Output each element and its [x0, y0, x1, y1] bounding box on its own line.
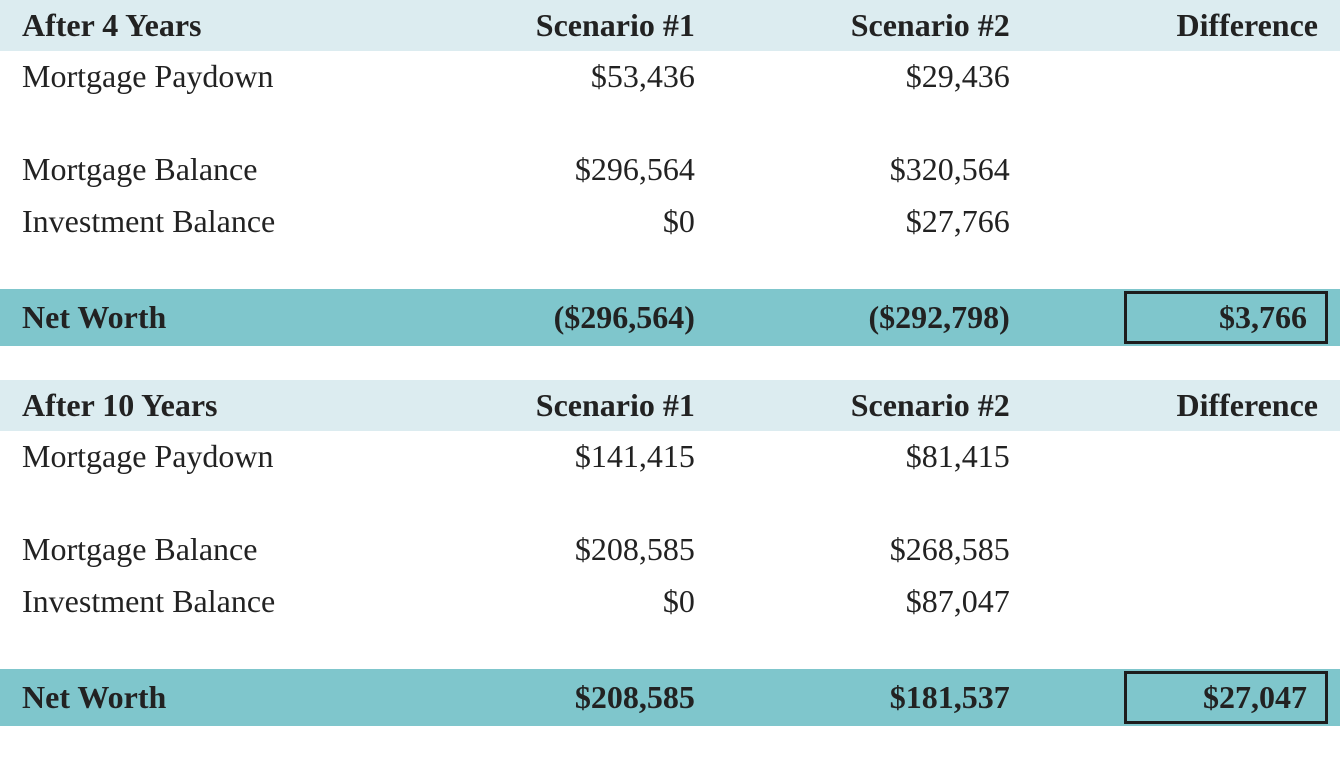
cell-scenario-1: $208,585	[402, 524, 717, 575]
cell-difference: $3,766	[1032, 289, 1340, 346]
cell-difference	[1032, 576, 1340, 627]
row-mortgage-paydown: Mortgage Paydown $53,436 $29,436	[0, 51, 1340, 102]
row-investment-balance: Investment Balance $0 $87,047	[0, 576, 1340, 627]
row-label: Net Worth	[0, 289, 402, 346]
cell-difference: $27,047	[1032, 669, 1340, 726]
cell-difference	[1032, 144, 1340, 195]
row-label: Mortgage Balance	[0, 144, 402, 195]
cell-scenario-1: $296,564	[402, 144, 717, 195]
cell-difference	[1032, 196, 1340, 247]
section-gap	[0, 346, 1340, 380]
row-label: Mortgage Paydown	[0, 431, 402, 482]
comparison-table-10-years: After 10 Years Scenario #1 Scenario #2 D…	[0, 380, 1340, 726]
table-header-row: After 10 Years Scenario #1 Scenario #2 D…	[0, 380, 1340, 431]
table-header-row: After 4 Years Scenario #1 Scenario #2 Di…	[0, 0, 1340, 51]
cell-scenario-2: $181,537	[717, 669, 1032, 726]
cell-scenario-1: $0	[402, 196, 717, 247]
cell-difference	[1032, 524, 1340, 575]
cell-scenario-1: $141,415	[402, 431, 717, 482]
column-header-difference: Difference	[1032, 0, 1340, 51]
row-investment-balance: Investment Balance $0 $27,766	[0, 196, 1340, 247]
cell-scenario-1: $0	[402, 576, 717, 627]
column-header-scenario-2: Scenario #2	[717, 380, 1032, 431]
row-label: Net Worth	[0, 669, 402, 726]
section-title: After 10 Years	[0, 380, 402, 431]
net-worth-difference-box: $27,047	[1124, 671, 1328, 724]
column-header-difference: Difference	[1032, 380, 1340, 431]
row-mortgage-paydown: Mortgage Paydown $141,415 $81,415	[0, 431, 1340, 482]
cell-scenario-2: $81,415	[717, 431, 1032, 482]
cell-scenario-2: ($292,798)	[717, 289, 1032, 346]
row-label: Mortgage Paydown	[0, 51, 402, 102]
column-header-scenario-1: Scenario #1	[402, 380, 717, 431]
spacer-row	[0, 247, 1340, 289]
cell-scenario-2: $320,564	[717, 144, 1032, 195]
row-net-worth: Net Worth $208,585 $181,537 $27,047	[0, 669, 1340, 726]
spacer-row	[0, 627, 1340, 669]
row-mortgage-balance: Mortgage Balance $208,585 $268,585	[0, 524, 1340, 575]
row-label: Mortgage Balance	[0, 524, 402, 575]
spacer-row	[0, 102, 1340, 144]
cell-scenario-1: ($296,564)	[402, 289, 717, 346]
cell-scenario-1: $53,436	[402, 51, 717, 102]
row-net-worth: Net Worth ($296,564) ($292,798) $3,766	[0, 289, 1340, 346]
row-label: Investment Balance	[0, 196, 402, 247]
net-worth-difference-box: $3,766	[1124, 291, 1328, 344]
section-title: After 4 Years	[0, 0, 402, 51]
column-header-scenario-1: Scenario #1	[402, 0, 717, 51]
comparison-table-4-years: After 4 Years Scenario #1 Scenario #2 Di…	[0, 0, 1340, 346]
cell-difference	[1032, 51, 1340, 102]
cell-scenario-2: $27,766	[717, 196, 1032, 247]
cell-scenario-1: $208,585	[402, 669, 717, 726]
row-mortgage-balance: Mortgage Balance $296,564 $320,564	[0, 144, 1340, 195]
row-label: Investment Balance	[0, 576, 402, 627]
spacer-row	[0, 482, 1340, 524]
cell-scenario-2: $87,047	[717, 576, 1032, 627]
cell-scenario-2: $29,436	[717, 51, 1032, 102]
cell-difference	[1032, 431, 1340, 482]
column-header-scenario-2: Scenario #2	[717, 0, 1032, 51]
cell-scenario-2: $268,585	[717, 524, 1032, 575]
